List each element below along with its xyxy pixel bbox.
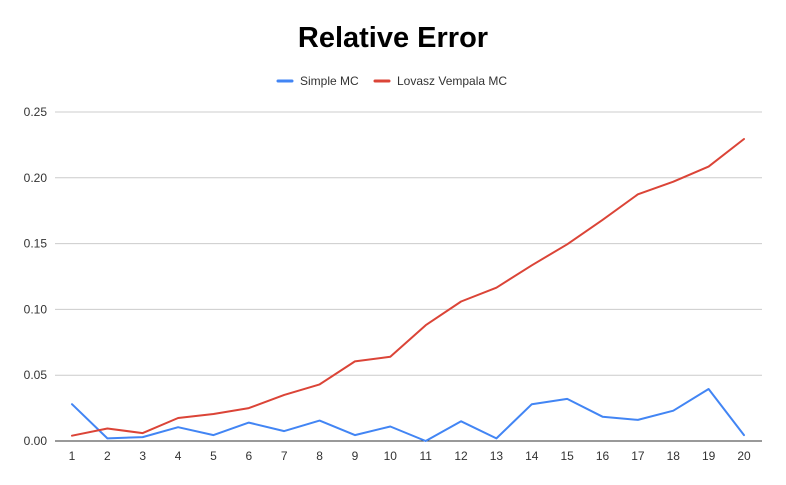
x-tick-label: 19	[702, 449, 716, 463]
x-tick-label: 10	[384, 449, 398, 463]
x-tick-label: 2	[104, 449, 111, 463]
legend-label: Simple MC	[300, 74, 359, 88]
y-tick-label: 0.05	[24, 368, 48, 382]
chart-title: Relative Error	[297, 22, 489, 54]
x-axis-ticks: 1 2 3 4 5 6 7 8 9 10 11 12 13 14 15 16 17 18 19 20	[69, 449, 751, 463]
y-tick-label: 0.15	[24, 237, 48, 251]
legend-item: Lovasz Vempala MC	[373, 74, 507, 88]
x-tick-label: 3	[139, 449, 146, 463]
x-tick-label: 14	[525, 449, 539, 463]
y-tick-label: 0.25	[24, 105, 48, 119]
series-lines	[71, 138, 745, 442]
x-tick-label: 17	[631, 449, 645, 463]
x-tick-label: 18	[667, 449, 681, 463]
y-tick-label: 0.10	[24, 302, 48, 316]
series-line-simple-mc	[71, 388, 745, 442]
x-tick-label: 15	[560, 449, 574, 463]
legend: Simple MC Lovasz Vempala MC	[276, 74, 507, 88]
x-tick-label: 5	[210, 449, 217, 463]
x-tick-label: 8	[316, 449, 323, 463]
series-line-lovasz-vempala-mc	[71, 138, 745, 437]
x-tick-label: 7	[281, 449, 288, 463]
x-tick-label: 16	[596, 449, 610, 463]
x-tick-label: 4	[175, 449, 182, 463]
y-tick-label: 0.20	[24, 171, 48, 185]
x-tick-label: 11	[419, 449, 432, 463]
x-tick-label: 1	[69, 449, 76, 463]
x-tick-label: 20	[737, 449, 751, 463]
x-tick-label: 9	[352, 449, 359, 463]
legend-item: Simple MC	[276, 74, 359, 88]
x-tick-label: 13	[490, 449, 504, 463]
x-tick-label: 12	[454, 449, 468, 463]
x-tick-label: 6	[245, 449, 252, 463]
gridlines	[55, 111, 762, 376]
y-tick-label: 0.00	[24, 434, 48, 448]
legend-label: Lovasz Vempala MC	[397, 74, 507, 88]
y-axis-ticks: 0.00 0.05 0.10 0.15 0.20 0.25	[24, 105, 48, 448]
